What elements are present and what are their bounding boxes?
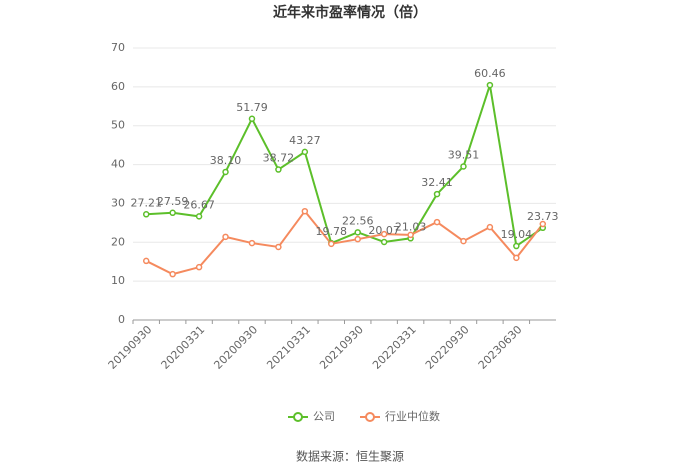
point: [380, 238, 388, 246]
x-tick-label: 20200930: [211, 323, 260, 372]
legend-label: 行业中位数: [385, 409, 440, 423]
point: [275, 166, 282, 173]
x-tick-label: 20220930: [423, 323, 472, 372]
legend-marker: [293, 412, 303, 422]
data-label: 27.21: [130, 196, 162, 209]
series-line: [146, 84, 544, 248]
point: [222, 233, 229, 241]
data-label: 38.10: [210, 154, 242, 167]
data-label: 51.79: [236, 101, 268, 114]
point: [354, 235, 361, 243]
data-label: 23.73: [527, 210, 559, 223]
point: [142, 211, 150, 218]
point: [513, 254, 520, 262]
point: [142, 257, 150, 265]
x-tick-label: 20200331: [159, 323, 208, 372]
source: 数据来源：恒生聚源: [296, 449, 404, 464]
data-label: 27.59: [157, 195, 189, 208]
x-tick-label: 20210331: [264, 323, 313, 372]
y-tick-label: 50: [111, 119, 125, 132]
data-label: 39.51: [448, 148, 480, 161]
point: [301, 148, 309, 156]
data-label: 19.78: [316, 225, 348, 238]
data-label: 38.72: [263, 152, 295, 165]
data-label: 32.41: [421, 176, 453, 189]
y-tick-label: 20: [111, 235, 125, 248]
point: [380, 230, 388, 238]
point: [195, 213, 203, 220]
point: [195, 263, 203, 271]
y-tick-label: 30: [111, 196, 125, 209]
chart-title: 近年来市盈率情况（倍）: [273, 4, 427, 21]
y-tick-label: 0: [118, 313, 125, 326]
point: [513, 242, 520, 250]
point: [169, 209, 176, 217]
point: [433, 218, 441, 226]
point: [354, 229, 361, 236]
point: [486, 223, 494, 231]
legend-marker: [365, 412, 375, 422]
y-tick-label: 60: [111, 80, 125, 93]
point: [407, 231, 414, 239]
x-tick-label: 20230630: [476, 323, 525, 372]
data-label: 26.67: [183, 198, 215, 211]
legend-label: 公司: [313, 410, 335, 423]
data-label: 43.27: [289, 134, 321, 147]
point: [486, 81, 494, 89]
point: [460, 237, 467, 245]
y-tick-label: 10: [111, 274, 125, 287]
point: [433, 190, 441, 198]
point: [328, 240, 335, 248]
x-tick-label: 20210930: [317, 323, 366, 372]
data-label: 19.04: [501, 228, 533, 241]
point: [539, 220, 547, 228]
point: [248, 115, 256, 123]
series-line: [145, 209, 544, 276]
point: [301, 207, 309, 215]
y-tick-label: 70: [111, 41, 125, 54]
data-label: 21.03: [395, 220, 427, 233]
point: [222, 168, 229, 176]
data-label: 20.07: [368, 224, 400, 237]
point: [460, 163, 467, 170]
point: [248, 239, 256, 247]
x-tick-label: 20190930: [106, 323, 155, 372]
x-tick-label: 20220331: [370, 323, 419, 372]
data-label: 22.56: [342, 214, 374, 227]
data-label: 60.46: [474, 67, 506, 80]
point: [169, 270, 176, 278]
point: [275, 243, 282, 251]
y-tick-label: 40: [111, 158, 125, 171]
